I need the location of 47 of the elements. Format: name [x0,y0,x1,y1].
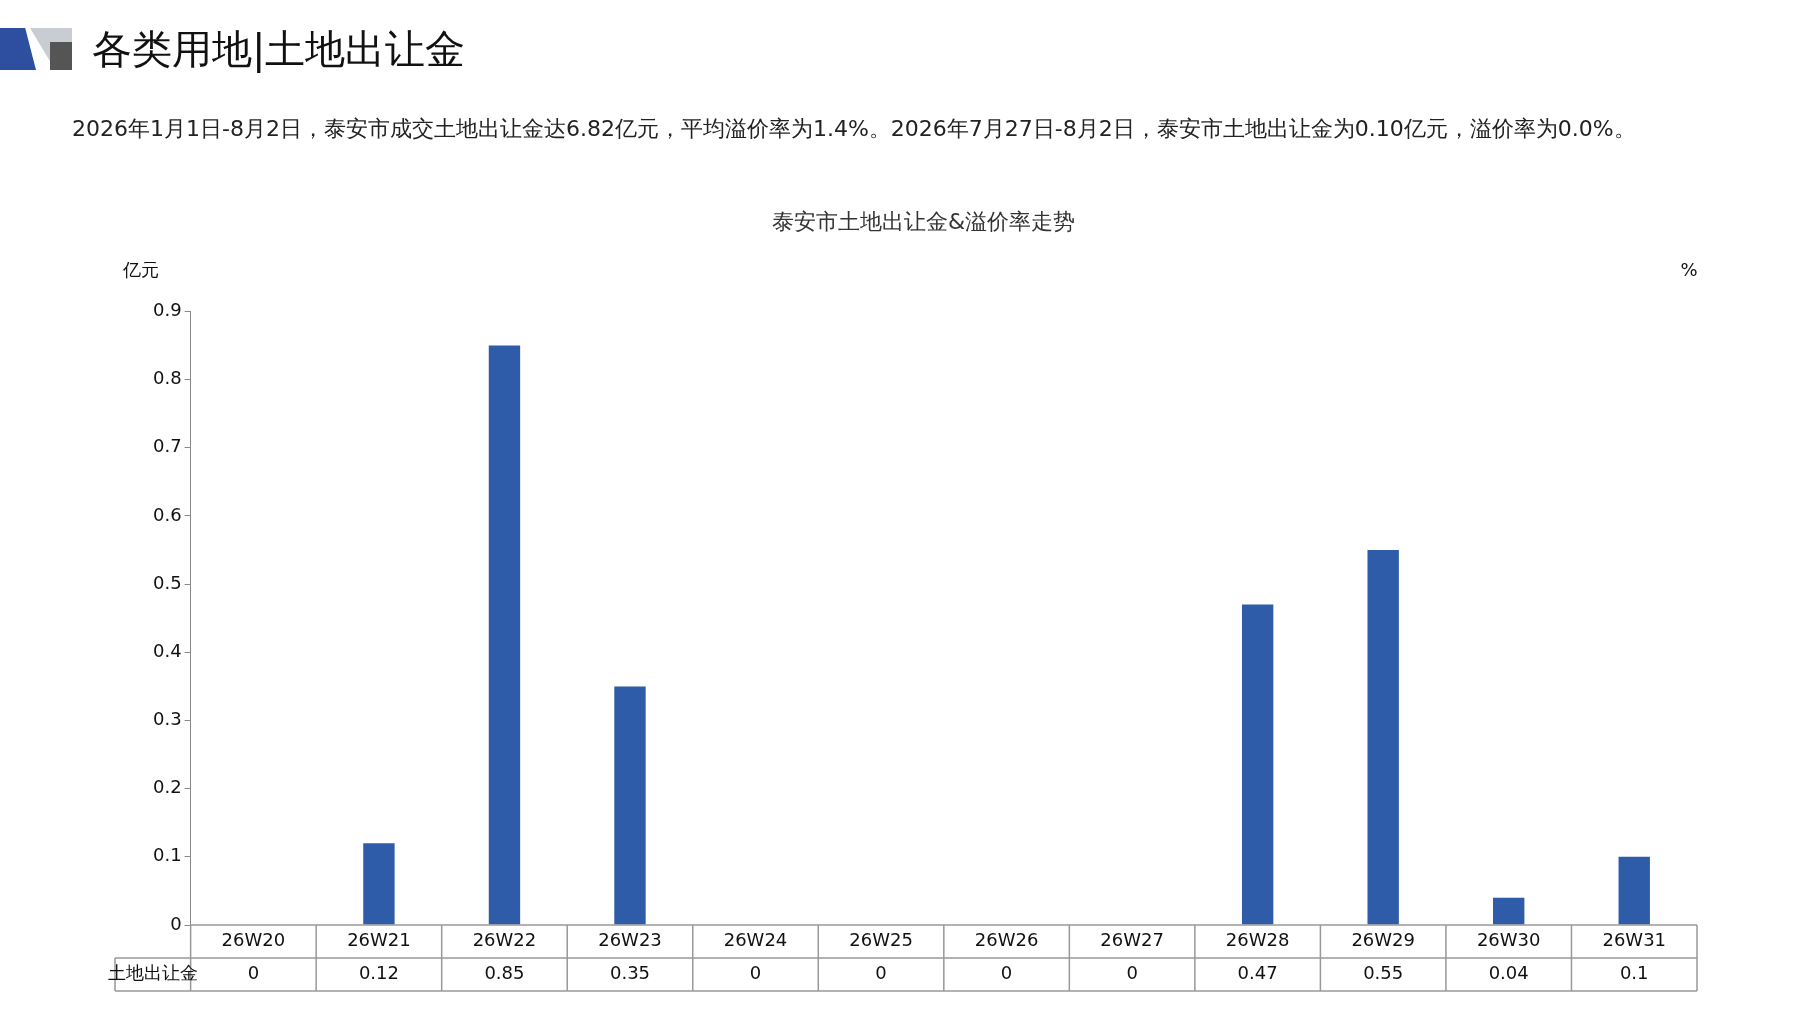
y-tick-label: 0.6 [152,503,182,525]
text: 土地出让金 [107,962,198,984]
y-tick-label: 0.8 [152,367,182,389]
y-tick-label: 0.2 [152,776,182,798]
y-tick-label: 0.1 [152,844,182,866]
y-tick-label: 0.3 [152,708,182,730]
data-label: 0.35 [609,962,651,984]
y-tick-label: 0 [170,912,182,934]
y2-axis-title: % [1680,259,1698,281]
data-label: 0 [875,962,887,984]
x-tick-label: 26W27 [1100,929,1164,951]
y-tick-label: 0.4 [152,639,182,661]
x-tick-label: 26W24 [723,929,788,951]
data-label: 0 [749,962,762,984]
x-tick-label: 26W26 [974,929,1039,951]
y-axis-title: 亿元 [121,259,159,281]
x-tick-label: 26W28 [1225,929,1290,951]
bar [488,345,521,925]
x-tick-label: 26W21 [347,929,411,951]
x-tick-label: 26W29 [1351,929,1415,951]
y-tick-label: 0.7 [152,435,182,457]
x-tick-label: 26W30 [1476,929,1541,951]
data-label: 0.85 [484,962,525,984]
data-label: 0.04 [1488,962,1529,984]
x-tick-label: 26W20 [221,929,286,951]
x-tick-label: 26W31 [1602,929,1667,951]
data-label: 0.12 [358,962,399,984]
x-tick-label: 26W22 [472,929,537,951]
text: 2026年1月1日-8月2日，泰安市成交土地出让金达6.82亿元，平均溢价率为1.4%。2026年7月27日-8月2日，泰安市土地出让金为0.10亿元，溢价率为0.0%。 [72,115,1637,143]
y-tick-label: 0.9 [152,299,182,321]
bar [1618,856,1650,925]
chart-subtitle: 泰安市土地出让金&溢价率走势 [771,208,1076,234]
data-label: 0 [1126,962,1138,984]
data-label: 0 [1000,962,1013,984]
x-tick-label: 26W23 [598,929,662,951]
data-label: 0.55 [1363,962,1404,984]
bar [614,686,646,925]
data-label: 0 [247,962,260,984]
bar [1493,897,1525,925]
data-label: 0.47 [1237,962,1278,984]
data-label: 0.1 [1619,962,1649,984]
bar [363,843,395,925]
bar [1241,604,1274,925]
chart-title: 各类用地|土地出让金 [92,25,466,75]
y-tick-label: 0.5 [152,571,182,593]
x-tick-label: 26W25 [849,929,913,951]
bar [1367,550,1399,925]
